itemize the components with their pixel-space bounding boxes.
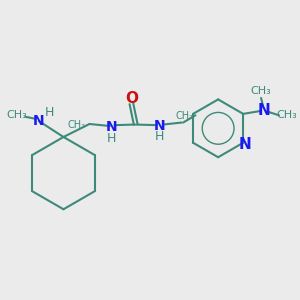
Text: N: N	[33, 114, 45, 128]
Text: CH₂: CH₂	[68, 120, 85, 130]
Text: CH₃: CH₃	[251, 86, 272, 96]
Text: N: N	[105, 121, 117, 134]
Text: CH₃: CH₃	[276, 110, 297, 120]
Text: N: N	[154, 119, 165, 133]
Text: H: H	[106, 132, 116, 145]
Text: O: O	[125, 91, 138, 106]
Text: CH₂: CH₂	[176, 111, 194, 121]
Text: H: H	[155, 130, 164, 143]
Text: H: H	[44, 106, 54, 119]
Text: N: N	[239, 137, 252, 152]
Text: N: N	[258, 103, 270, 118]
Text: CH₃: CH₃	[7, 110, 28, 120]
